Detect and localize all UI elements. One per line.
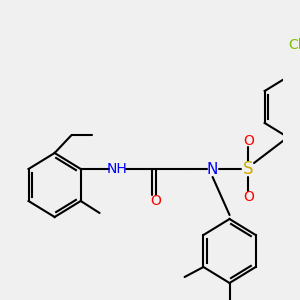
Text: NH: NH [106,162,127,176]
Text: S: S [243,160,254,178]
Text: O: O [151,194,161,208]
Text: O: O [243,190,254,204]
Text: Cl: Cl [289,38,300,52]
Text: O: O [243,134,254,148]
Text: N: N [207,161,218,176]
